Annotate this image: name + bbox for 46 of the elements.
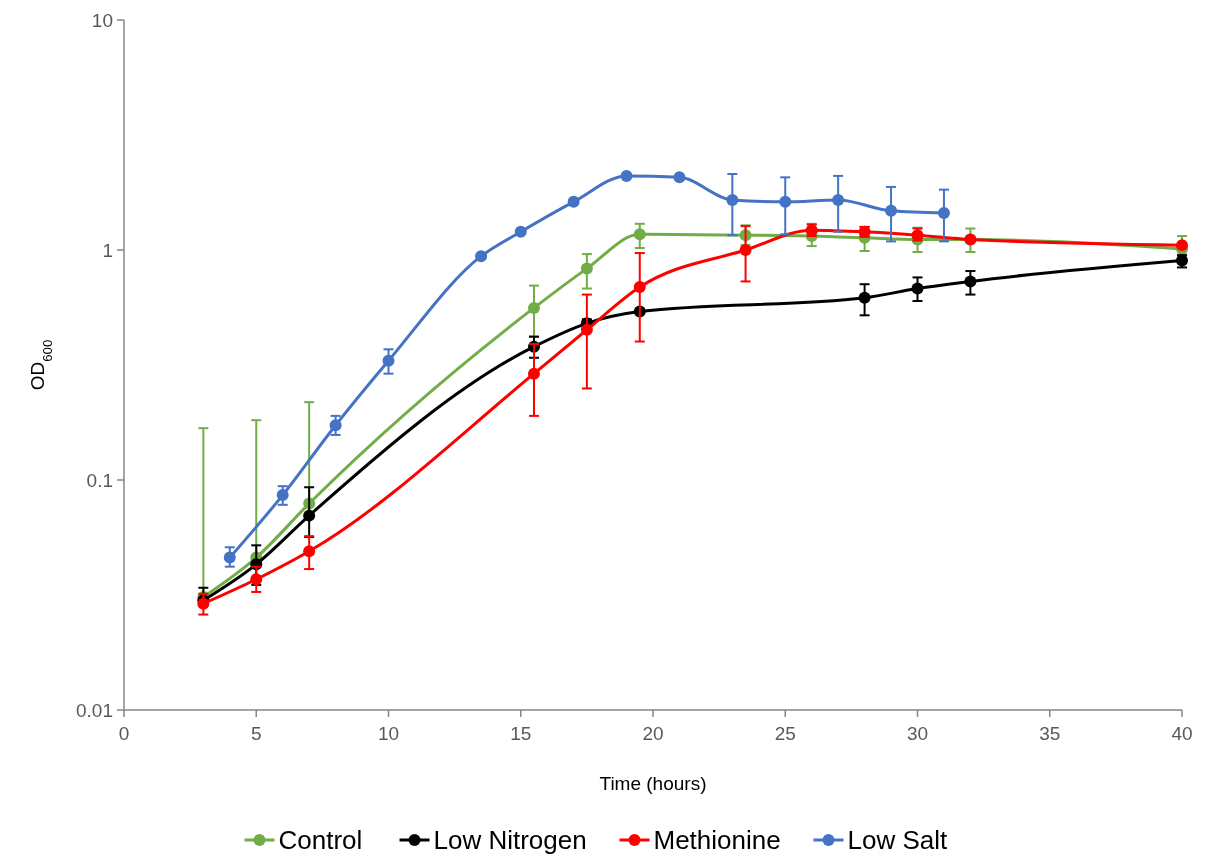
- point: [779, 195, 792, 208]
- x-tick-label: 5: [250, 723, 262, 744]
- legend-label: Methionine: [653, 825, 781, 856]
- point: [726, 193, 739, 206]
- x-tick-label: 35: [1039, 723, 1061, 744]
- point: [885, 204, 898, 217]
- point: [527, 301, 540, 314]
- point: [250, 573, 263, 586]
- x-tick-label: 40: [1171, 723, 1193, 744]
- point: [276, 489, 289, 502]
- x-tick-label: 25: [774, 723, 796, 744]
- point: [475, 250, 488, 263]
- legend-label: Control: [278, 825, 363, 856]
- legend-label: Low Nitrogen: [433, 825, 587, 856]
- point: [514, 225, 527, 238]
- point: [1176, 239, 1188, 252]
- x-tick-label: 20: [642, 723, 664, 744]
- x-tick-label: 10: [377, 723, 400, 744]
- point: [303, 545, 316, 558]
- y-tick-label: 1: [102, 239, 113, 261]
- point: [382, 354, 395, 367]
- point: [911, 282, 924, 295]
- point: [937, 206, 950, 219]
- point: [739, 244, 752, 256]
- point: [633, 281, 646, 294]
- x-tick-label: 0: [118, 723, 130, 744]
- point: [858, 291, 871, 304]
- point: [580, 323, 593, 336]
- x-axis-title: Time (hours): [599, 773, 707, 794]
- x-tick-label: 30: [906, 723, 929, 744]
- y-tick-label: 0.01: [76, 699, 113, 721]
- legend-label: Low Salt: [847, 825, 948, 856]
- point: [832, 193, 845, 206]
- point: [673, 171, 686, 184]
- y-tick-label: 0.1: [86, 469, 113, 491]
- point: [633, 228, 646, 241]
- point: [964, 275, 977, 288]
- point: [580, 262, 593, 275]
- x-tick-label: 15: [510, 723, 532, 744]
- point: [527, 367, 540, 380]
- point: [567, 195, 580, 208]
- point: [223, 551, 236, 564]
- point: [329, 419, 342, 432]
- y-tick-label: 10: [91, 9, 113, 31]
- point: [620, 169, 633, 182]
- point: [303, 509, 316, 522]
